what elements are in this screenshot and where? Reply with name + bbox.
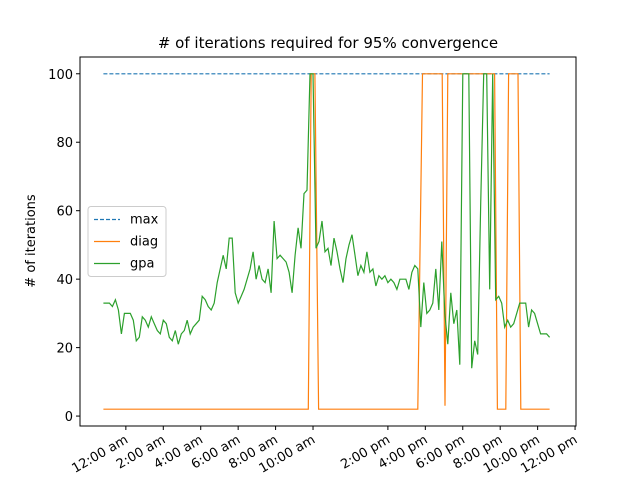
legend-label: gpa [130,257,154,272]
y-tick-label: 80 [56,136,73,151]
chart-title: # of iterations required for 95% converg… [158,34,498,52]
line-diag [103,73,550,410]
line-gpa [103,73,551,369]
axes-frame [79,56,577,427]
y-axis-label: # of iterations [24,194,39,288]
y-tick-label: 100 [48,68,73,83]
y-tick-label: 0 [65,410,73,425]
legend-label: diag [130,235,158,250]
y-tick-label: 40 [56,273,73,288]
y-tick-label: 60 [56,205,73,220]
legend-box [87,206,167,277]
legend-label: max [130,213,159,228]
y-tick-label: 20 [56,342,73,357]
